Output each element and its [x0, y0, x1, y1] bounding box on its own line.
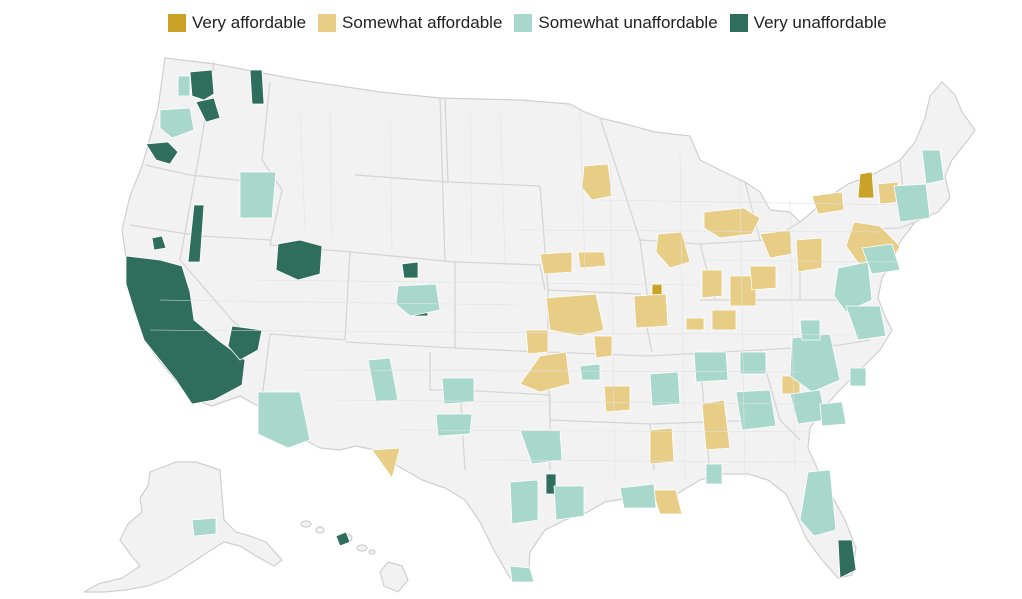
swatch-somewhat-unaffordable — [514, 14, 533, 32]
legend: Very affordable Somewhat affordable Some… — [168, 12, 887, 34]
legend-item-somewhat-unaffordable: Somewhat unaffordable — [514, 13, 718, 33]
legend-label-somewhat-unaffordable: Somewhat unaffordable — [538, 13, 718, 32]
legend-item-very-unaffordable: Very unaffordable — [729, 13, 887, 33]
county-borders — [149, 109, 901, 481]
swatch-very-affordable — [168, 14, 186, 32]
swatch-very-unaffordable — [729, 14, 748, 32]
legend-item-somewhat-affordable: Somewhat affordable — [318, 13, 502, 33]
us-affordability-map — [83, 57, 976, 593]
somewhat-unaffordable-areas — [159, 75, 945, 583]
legend-label-very-affordable: Very affordable — [192, 13, 307, 32]
legend-label-very-unaffordable: Very unaffordable — [753, 13, 887, 32]
somewhat-affordable-areas — [371, 163, 925, 515]
hawaii — [300, 520, 409, 593]
swatch-somewhat-affordable — [318, 14, 337, 32]
legend-item-very-affordable: Very affordable — [168, 13, 306, 33]
legend-label-somewhat-affordable: Somewhat affordable — [342, 13, 503, 32]
alaska — [83, 461, 283, 593]
state-borders — [129, 61, 916, 475]
